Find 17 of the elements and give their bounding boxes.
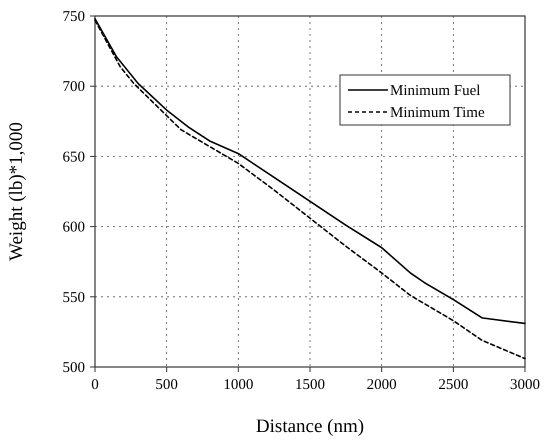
y-tick-label: 600 [62, 220, 85, 236]
y-axis-title: Weight (lb)*1,000 [6, 122, 27, 261]
x-tick-label: 1000 [223, 377, 254, 393]
x-tick-label: 1500 [295, 377, 325, 393]
x-tick-label: 500 [155, 377, 178, 393]
x-axis-title: Distance (nm) [256, 416, 364, 437]
y-tick-label: 500 [62, 360, 85, 376]
y-tick-label: 700 [62, 79, 85, 96]
x-tick-label: 0 [91, 377, 99, 393]
y-tick-label: 550 [62, 290, 85, 306]
y-tick-label: 650 [62, 149, 85, 166]
y-tick-label: 750 [62, 9, 85, 25]
x-tick-label: 2500 [438, 377, 468, 393]
legend-label: Minimum Fuel [390, 83, 480, 99]
x-tick-label: 2000 [366, 377, 397, 393]
legend-label: Minimum Time [390, 105, 485, 121]
x-tick-label: 3000 [510, 377, 540, 393]
